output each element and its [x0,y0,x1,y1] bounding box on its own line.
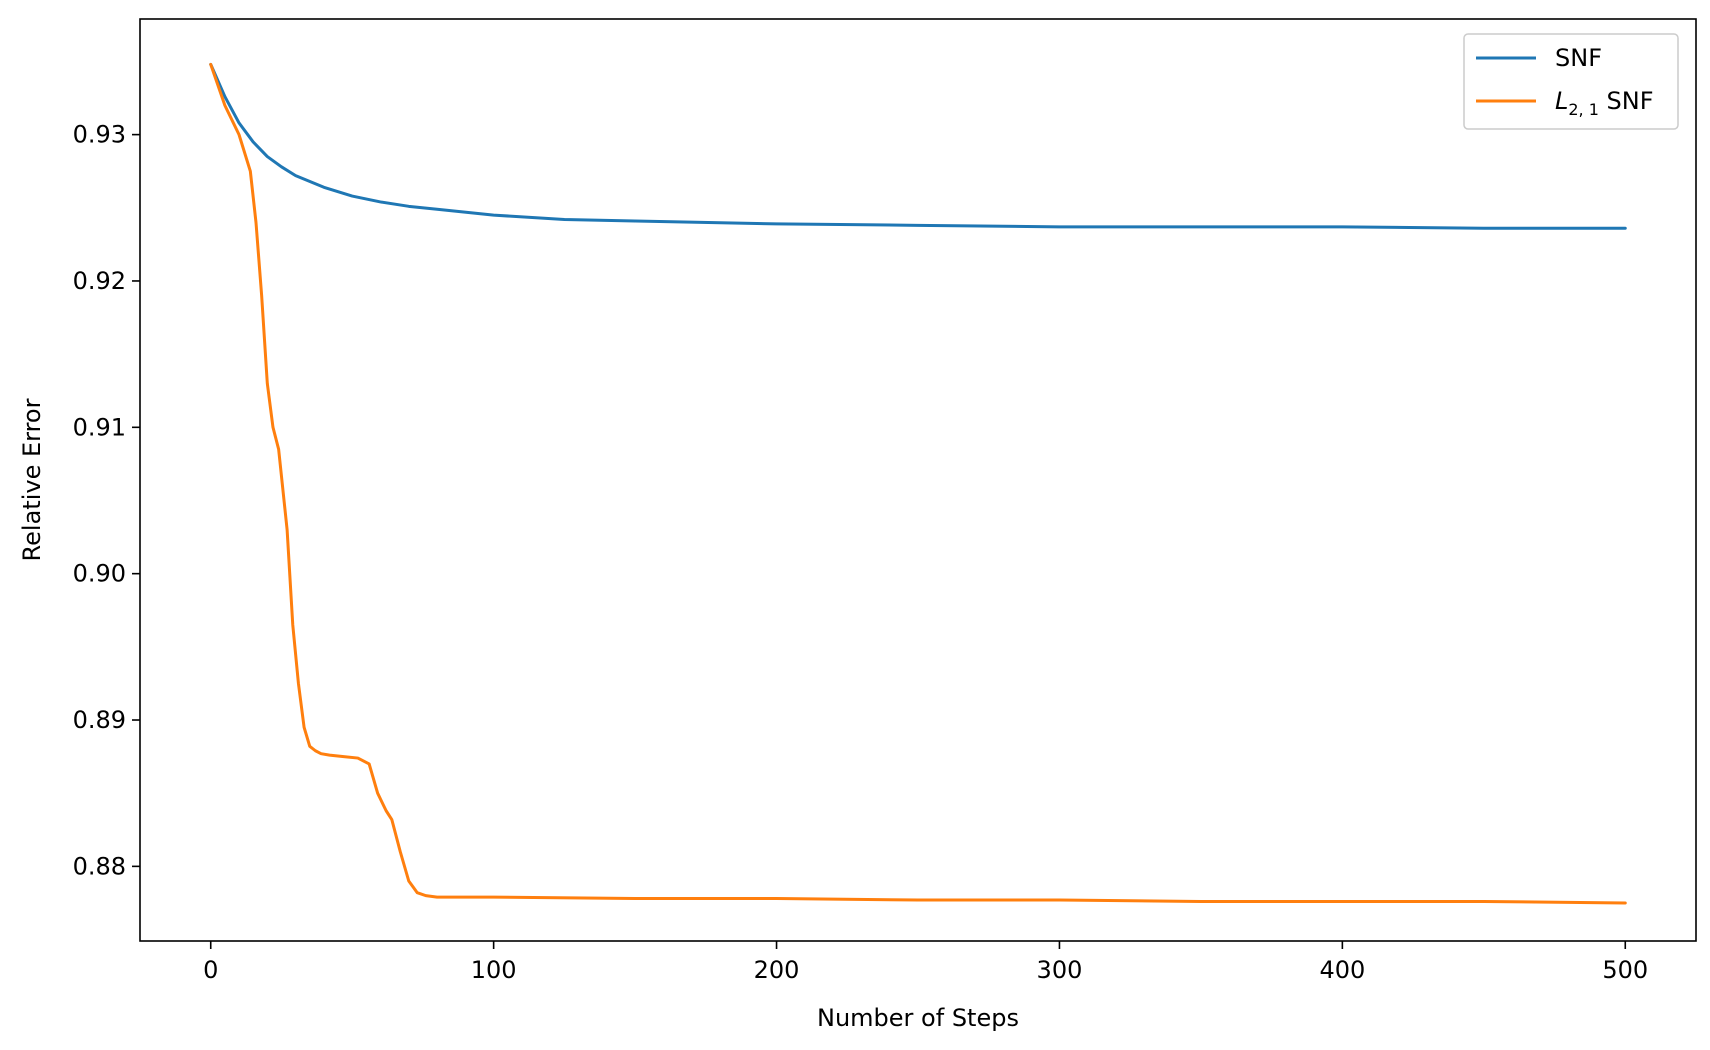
series-line-snf [209,62,1627,230]
y-tick-label: 0.89 [73,706,126,734]
y-tick-label: 0.90 [73,560,126,588]
y-axis-ticks: 0.88 0.89 0.90 0.91 0.92 0.93 [73,121,140,880]
legend-label-l21-main: L [1555,87,1568,115]
legend: SNF L2, 1 SNF [1463,33,1679,130]
x-tick-label: 400 [1319,956,1365,984]
x-tick-label: 500 [1602,956,1648,984]
series-lines [209,62,1627,905]
x-axis-label: Number of Steps [817,1004,1019,1032]
y-tick-label: 0.91 [73,413,126,441]
y-tick-label: 0.93 [73,121,126,149]
x-tick-label: 100 [471,956,517,984]
y-tick-label: 0.92 [73,267,126,295]
x-tick-label: 200 [754,956,800,984]
x-tick-label: 300 [1037,956,1083,984]
legend-label-snf: SNF [1555,44,1602,72]
x-axis-ticks: 0 100 200 300 400 500 [203,941,1648,984]
plot-frame [139,18,1697,942]
x-tick-label: 0 [203,956,218,984]
legend-label-l21-snf: L2, 1 SNF [1555,87,1654,119]
y-tick-label: 0.88 [73,852,126,880]
legend-label-l21-subscript: 2, 1 [1568,100,1599,119]
series-line-l21-snf [209,62,1627,905]
legend-label-l21-rest: SNF [1599,87,1654,115]
y-axis-label: Relative Error [18,398,46,561]
